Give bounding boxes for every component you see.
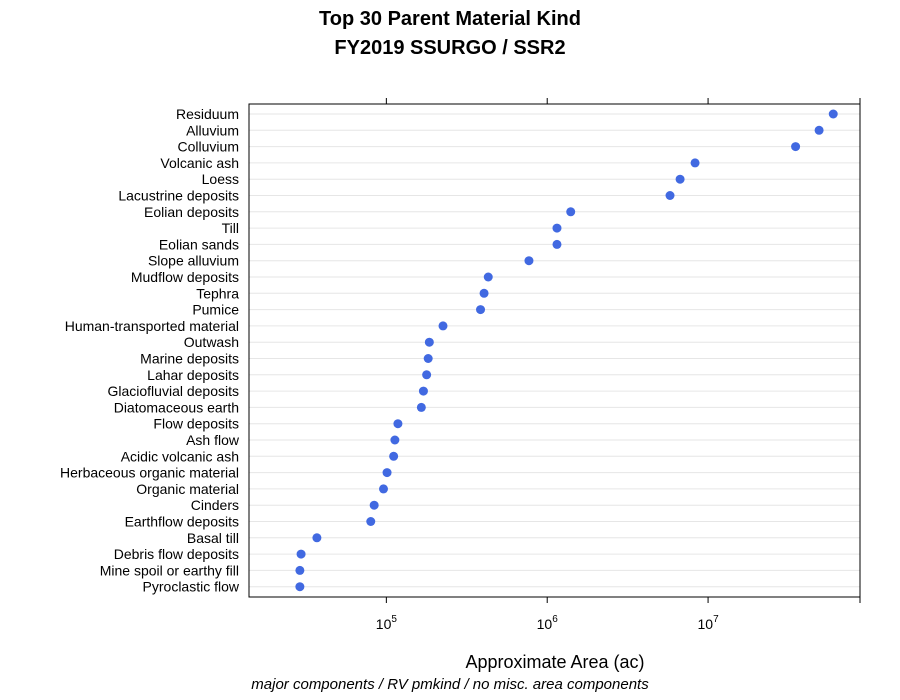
chart-title: Top 30 Parent Material Kind — [319, 8, 581, 30]
y-tick-label: Colluvium — [178, 139, 239, 155]
data-point — [690, 158, 700, 168]
data-point — [791, 142, 801, 152]
y-tick-label: Tephra — [196, 285, 239, 301]
y-tick-label: Volcanic ash — [160, 155, 239, 171]
data-point — [390, 435, 400, 445]
data-point — [379, 484, 389, 494]
data-point — [424, 337, 434, 347]
y-tick-label: Alluvium — [186, 122, 239, 138]
data-point — [479, 288, 489, 298]
y-tick-label: Lacustrine deposits — [118, 188, 239, 204]
gridlines — [249, 113, 860, 588]
data-point — [566, 207, 576, 217]
x-tick-label: 106 — [537, 614, 559, 632]
data-point — [295, 565, 305, 575]
data-point — [312, 533, 322, 543]
y-tick-label: Glaciofluvial deposits — [107, 383, 239, 399]
data-point — [665, 191, 675, 200]
y-tick-label: Mudflow deposits — [131, 269, 239, 285]
y-tick-label: Human-transported material — [65, 318, 239, 334]
y-tick-label: Marine deposits — [140, 351, 239, 367]
data-point — [369, 500, 379, 510]
y-tick-label: Loess — [202, 171, 239, 187]
data-point — [552, 223, 562, 233]
y-tick-label: Slope alluvium — [148, 253, 239, 269]
data-point — [483, 272, 493, 282]
data-point — [552, 239, 562, 249]
y-tick-label: Basal till — [187, 530, 239, 546]
y-tick-label: Debris flow deposits — [114, 546, 239, 562]
data-point — [422, 370, 432, 380]
data-point — [416, 402, 426, 412]
data-point — [828, 109, 838, 119]
y-tick-label: Herbaceous organic material — [60, 465, 239, 481]
y-tick-label: Eolian deposits — [144, 204, 239, 220]
x-tick-label: 105 — [376, 614, 398, 632]
data-point — [393, 419, 403, 429]
y-tick-label: Lahar deposits — [147, 367, 239, 383]
y-tick-label: Pumice — [192, 302, 239, 318]
y-tick-label: Residuum — [176, 106, 239, 122]
data-point — [382, 468, 392, 478]
data-point — [295, 582, 305, 592]
data-points — [295, 109, 838, 592]
data-point — [423, 354, 433, 363]
data-point — [296, 549, 306, 559]
y-tick-label: Pyroclastic flow — [143, 579, 240, 595]
x-axis-title: Approximate Area (ac) — [465, 652, 645, 672]
y-tick-label: Mine spoil or earthy fill — [100, 562, 239, 578]
data-point — [675, 174, 685, 184]
data-point — [814, 125, 824, 135]
y-tick-label: Earthflow deposits — [125, 514, 239, 530]
y-tick-label: Eolian sands — [159, 236, 239, 252]
y-tick-label: Organic material — [136, 481, 239, 497]
y-tick-label: Flow deposits — [153, 416, 239, 432]
x-tick-label: 107 — [698, 614, 720, 632]
y-tick-label: Outwash — [184, 334, 239, 350]
x-axis-ticks: 105 106 107 — [376, 98, 861, 632]
y-tick-label: Till — [222, 220, 239, 236]
y-tick-label: Cinders — [191, 497, 239, 513]
data-point — [438, 321, 448, 331]
plot-frame — [248, 103, 861, 598]
y-tick-label: Diatomaceous earth — [114, 399, 239, 415]
y-tick-label: Ash flow — [186, 432, 240, 448]
data-point — [366, 517, 376, 526]
data-point — [418, 386, 428, 396]
chart-subtitle: FY2019 SSURGO / SSR2 — [334, 37, 566, 59]
data-point — [389, 451, 399, 461]
y-tick-label: Acidic volcanic ash — [121, 448, 239, 464]
chart-caption: major components / RV pmkind / no misc. … — [251, 676, 649, 693]
data-point — [476, 305, 486, 315]
data-point — [524, 256, 534, 266]
